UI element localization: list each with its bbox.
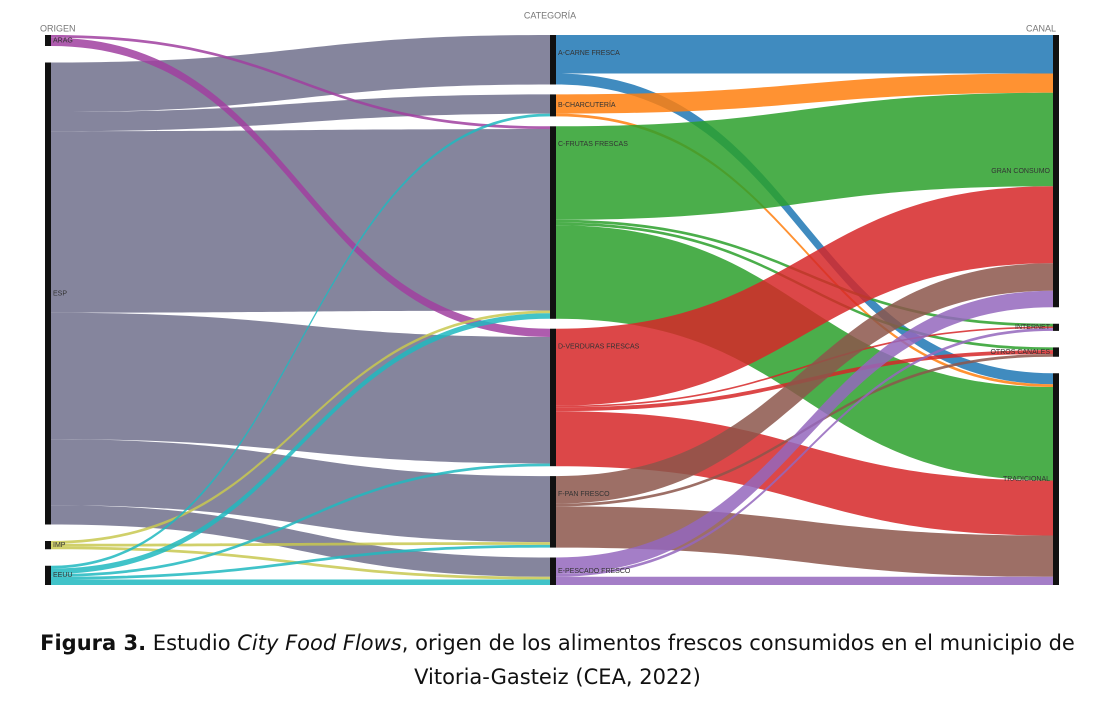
flow — [51, 313, 550, 574]
flow — [556, 328, 1053, 577]
node — [1053, 323, 1059, 331]
node — [45, 62, 51, 525]
node — [550, 94, 556, 117]
caption-text: , origen de los alimentos frescos consum… — [401, 631, 1075, 689]
node — [550, 126, 556, 319]
node-label: ARAG — [53, 37, 73, 44]
node-label: ESP — [53, 290, 67, 297]
caption-text: Estudio — [152, 631, 231, 655]
node-label: F-PAN FRESCO — [558, 491, 610, 498]
caption-label: Figura 3. — [40, 631, 147, 655]
flow — [556, 92, 1053, 220]
node-label: D-VERDURAS FRESCAS — [558, 344, 640, 351]
flow — [556, 326, 1053, 408]
column-title: CATEGORÍA — [524, 10, 576, 20]
node-label: C-FRUTAS FRESCAS — [558, 141, 628, 148]
flow — [556, 506, 1053, 577]
node — [45, 35, 51, 46]
flow — [51, 94, 550, 132]
flow — [51, 463, 550, 577]
node — [45, 541, 51, 550]
flow — [51, 113, 550, 569]
node-label: IMP — [53, 542, 66, 549]
flow — [51, 35, 550, 112]
flow — [51, 505, 550, 577]
node — [1053, 373, 1059, 585]
node-label: GRAN CONSUMO — [991, 168, 1050, 175]
node — [550, 557, 556, 585]
flow — [556, 186, 1053, 406]
flow — [51, 439, 550, 543]
flow — [51, 310, 550, 544]
node-label: OTROS CANALES — [990, 349, 1050, 356]
flow — [51, 312, 550, 464]
flow — [556, 73, 1053, 114]
node — [1053, 347, 1059, 357]
flow — [556, 73, 1053, 385]
flow — [51, 37, 550, 337]
node-label: A-CARNE FRESCA — [558, 50, 620, 57]
flow — [556, 290, 1053, 574]
node — [550, 328, 556, 467]
flow — [51, 544, 550, 580]
node-label: B-CHARCUTERÍA — [558, 100, 616, 109]
node — [550, 476, 556, 548]
caption-italic: City Food Flows — [237, 631, 402, 655]
flow — [51, 129, 550, 313]
node-label: EEUU — [53, 572, 72, 579]
node-label: INTERNET — [1015, 324, 1051, 331]
column-title: ORIGEN — [40, 23, 76, 33]
node — [45, 565, 51, 585]
flow — [556, 35, 1053, 74]
flow — [51, 579, 550, 585]
chart: ARAG ESP IMP EEUU A-CARNE FRESCA B-CHARCUTERÍ… — [40, 10, 1059, 585]
node — [550, 35, 556, 85]
node-label: E-PESCADO FRESCO — [558, 568, 631, 575]
flow — [556, 113, 1053, 388]
column-title: CANAL — [1026, 23, 1056, 33]
flow — [556, 263, 1053, 504]
node-label: TRADICIONAL — [1003, 476, 1050, 483]
caption: Figura 3. Estudio City Food Flows, orige… — [40, 626, 1075, 694]
flow — [556, 411, 1053, 536]
flow — [556, 225, 1053, 481]
flow — [556, 576, 1053, 585]
flow — [51, 35, 550, 130]
node — [1053, 35, 1059, 308]
